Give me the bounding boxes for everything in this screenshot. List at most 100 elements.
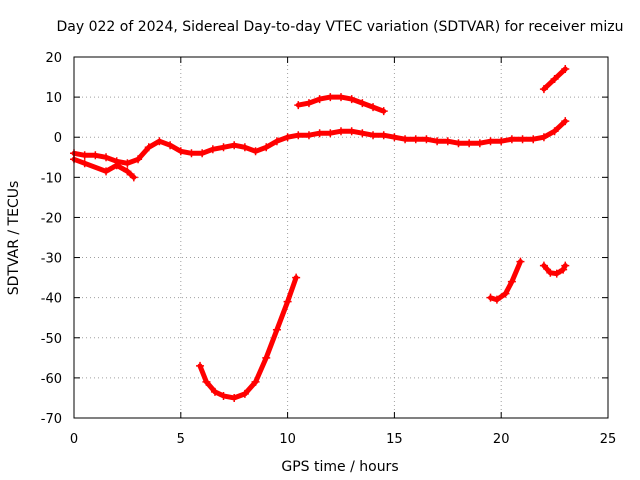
- y-tick-label: 10: [45, 91, 62, 106]
- x-tick-label: 15: [386, 432, 403, 447]
- data-point: [144, 143, 153, 152]
- data-point: [497, 137, 506, 146]
- data-point: [347, 95, 356, 104]
- data-point: [219, 391, 228, 400]
- series-main-band: [70, 117, 570, 168]
- data-point: [102, 153, 111, 162]
- data-point: [492, 295, 501, 304]
- y-tick-label: 20: [45, 51, 62, 66]
- series-upper-arc: [294, 93, 388, 116]
- y-tick-label: -60: [41, 372, 62, 387]
- data-point: [272, 325, 281, 334]
- x-tick-label: 25: [600, 432, 617, 447]
- data-point: [369, 131, 378, 140]
- data-point: [198, 149, 207, 158]
- data-point: [561, 65, 570, 74]
- data-point: [262, 143, 271, 152]
- data-point: [561, 261, 570, 270]
- data-point: [112, 161, 121, 170]
- data-point: [337, 127, 345, 136]
- data-point: [315, 129, 324, 138]
- data-point: [210, 387, 219, 396]
- data-point: [539, 85, 548, 94]
- y-tick-label: -70: [41, 412, 62, 427]
- data-point: [240, 143, 249, 152]
- data-point: [561, 117, 570, 126]
- data-point: [91, 151, 100, 160]
- data-point: [550, 127, 559, 136]
- x-axis-label: GPS time / hours: [281, 459, 398, 475]
- y-tick-label: -10: [41, 171, 62, 186]
- data-point: [283, 133, 292, 142]
- data-point: [230, 141, 239, 150]
- data-point: [390, 133, 399, 142]
- data-point: [251, 147, 260, 156]
- data-point: [539, 133, 548, 142]
- data-point: [230, 393, 239, 402]
- data-point: [123, 167, 132, 176]
- data-point: [559, 265, 568, 274]
- grid: [74, 57, 608, 418]
- data-point: [129, 173, 138, 182]
- series-arc-19-21: [486, 257, 525, 304]
- data-point: [550, 75, 559, 84]
- data-point: [294, 101, 303, 110]
- x-tick-label: 5: [177, 432, 185, 447]
- axes-ticks: 0 5 10 15 20 25 20 10 0 -10 -20 -30 -40 -50 -60 -70: [41, 51, 617, 447]
- data-point: [486, 137, 495, 146]
- data-point: [283, 297, 292, 306]
- data-point: [155, 137, 164, 146]
- data-point: [546, 268, 555, 277]
- data-point: [272, 137, 281, 146]
- data-point: [304, 99, 313, 108]
- data-point: [422, 135, 431, 144]
- data-point: [196, 361, 205, 370]
- chart-title: Day 022 of 2024, Sidereal Day-to-day VTE…: [57, 19, 624, 35]
- data-point: [552, 269, 561, 278]
- data-point: [539, 261, 548, 270]
- data-point: [518, 135, 527, 144]
- data-point: [294, 131, 303, 140]
- data-point: [465, 139, 474, 148]
- data-point: [379, 131, 388, 140]
- y-tick-label: -40: [41, 292, 62, 307]
- data-point: [251, 377, 260, 386]
- data-point: [202, 377, 211, 386]
- x-tick-label: 10: [279, 432, 296, 447]
- data-point: [304, 131, 313, 140]
- data-point: [507, 135, 516, 144]
- data-point: [433, 137, 442, 146]
- data-point: [326, 129, 335, 138]
- series-line: [71, 118, 568, 166]
- y-tick-label: -50: [41, 332, 62, 347]
- data-point: [292, 273, 301, 282]
- data-point: [80, 159, 89, 168]
- data-point: [501, 289, 510, 298]
- data-point: [411, 135, 420, 144]
- data-point: [262, 353, 271, 362]
- x-tick-label: 0: [70, 432, 78, 447]
- y-tick-label: -30: [41, 252, 62, 267]
- data-point: [454, 139, 463, 148]
- data-point: [102, 167, 111, 176]
- data-point: [507, 277, 516, 286]
- y-axis-label: SDTVAR / TECUs: [6, 181, 22, 296]
- series-right-rise: [539, 65, 570, 94]
- data-point: [219, 143, 228, 152]
- data-point: [176, 147, 185, 156]
- data-point: [166, 141, 175, 150]
- data-point: [369, 103, 378, 112]
- series-early-dip: [70, 155, 138, 182]
- data-point: [379, 107, 388, 116]
- y-tick-label: -20: [41, 211, 62, 226]
- data-point: [475, 139, 484, 148]
- data-point: [358, 129, 367, 138]
- series-deep-arc: [196, 273, 301, 402]
- data-point: [347, 127, 356, 136]
- data-point: [187, 149, 196, 158]
- data-point: [134, 155, 143, 164]
- data-point: [529, 135, 538, 144]
- data-point: [516, 257, 525, 266]
- data-point: [208, 145, 217, 154]
